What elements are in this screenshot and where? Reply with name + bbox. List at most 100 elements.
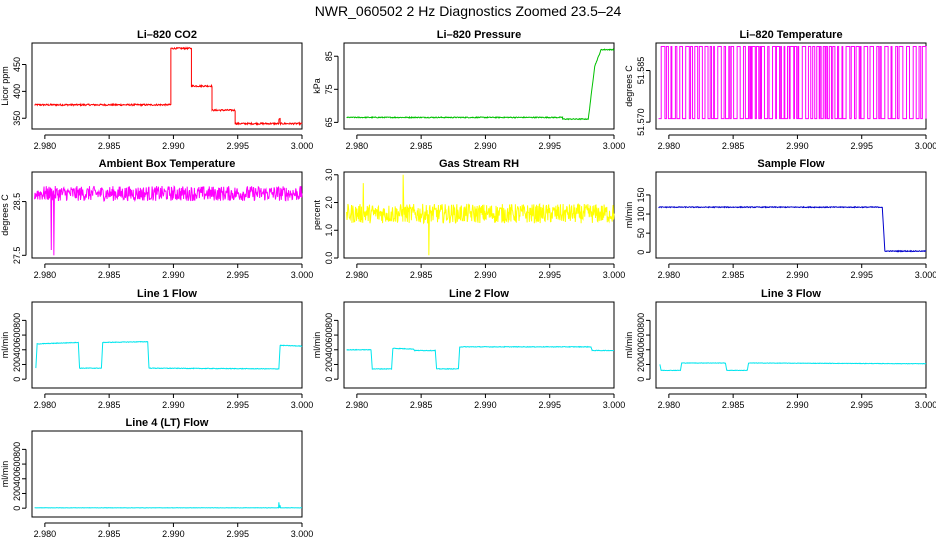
- x-tick-label: 2.980: [658, 400, 681, 410]
- plot-frame: [655, 171, 927, 259]
- x-tick-label: 2.985: [722, 270, 745, 280]
- y-tick-label: 85: [324, 51, 334, 61]
- panel-title: Ambient Box Temperature: [99, 158, 236, 170]
- y-axis-label: ml/min: [312, 332, 322, 359]
- x-tick-label: 3.000: [291, 400, 314, 410]
- x-tick-label: 2.980: [658, 270, 681, 280]
- y-tick-label: 27.5: [12, 247, 22, 265]
- x-tick-label: 2.985: [98, 400, 121, 410]
- y-axis-label: degrees C: [0, 194, 10, 236]
- x-tick-label: 2.990: [162, 141, 185, 151]
- series-line: [658, 205, 927, 253]
- series-line: [658, 45, 927, 120]
- panel-line-3-flow: Line 3 Flow 2.980 2.985 2.990 2.995 3.000 0 200…: [624, 288, 936, 410]
- x-tick-label: 2.985: [722, 400, 745, 410]
- x-tick-label: 3.000: [915, 270, 936, 280]
- y-axis-label: ml/min: [624, 202, 634, 229]
- series-line: [34, 185, 303, 256]
- plot-frame: [343, 301, 615, 389]
- series-line: [34, 46, 303, 127]
- y-tick-label: 0: [12, 377, 22, 382]
- panel-line-4-lt-flow: Line 4 (LT) Flow 2.980 2.985 2.990 2.995 3.00…: [0, 417, 313, 539]
- x-tick-label: 2.985: [722, 141, 745, 151]
- y-tick-label: 800: [324, 313, 334, 328]
- y-tick-label: 65: [324, 117, 334, 127]
- y-tick-label: 600: [12, 328, 22, 343]
- x-tick-label: 2.990: [162, 270, 185, 280]
- x-tick-label: 2.995: [850, 141, 873, 151]
- y-tick-label: 3.0: [324, 169, 334, 182]
- x-tick-label: 2.980: [34, 141, 57, 151]
- panel-li-820-temperature: Li–820 Temperature 2.980 2.985 2.990 2.995 3.…: [624, 29, 936, 151]
- x-tick-label: 2.990: [162, 400, 185, 410]
- panel-li-820-co2: Li–820 CO2 2.980 2.985 2.990 2.995 3.000 350 40…: [0, 29, 313, 151]
- series-line: [346, 174, 615, 256]
- x-tick-label: 2.980: [346, 400, 369, 410]
- x-tick-label: 2.990: [474, 270, 497, 280]
- y-tick-label: 800: [12, 313, 22, 328]
- y-tick-label: 50: [636, 228, 646, 238]
- x-tick-label: 2.985: [98, 270, 121, 280]
- plot-frame: [31, 430, 303, 518]
- x-tick-label: 3.000: [603, 400, 626, 410]
- y-tick-label: 400: [12, 342, 22, 357]
- x-tick-label: 3.000: [915, 141, 936, 151]
- y-tick-label: 600: [636, 328, 646, 343]
- panel-title: Sample Flow: [757, 158, 825, 170]
- x-tick-label: 2.980: [346, 141, 369, 151]
- y-axis-label: percent: [312, 199, 322, 230]
- x-tick-label: 2.990: [474, 400, 497, 410]
- plot-frame: [343, 42, 615, 130]
- y-tick-label: 600: [324, 328, 334, 343]
- x-tick-label: 2.985: [98, 141, 121, 151]
- x-tick-label: 3.000: [291, 270, 314, 280]
- x-tick-label: 2.990: [474, 141, 497, 151]
- y-tick-label: 100: [636, 207, 646, 222]
- x-tick-label: 2.995: [538, 400, 561, 410]
- panel-title: Li–820 CO2: [137, 29, 197, 41]
- x-tick-label: 2.980: [346, 270, 369, 280]
- y-tick-label: 0: [636, 250, 646, 255]
- plot-frame: [655, 301, 927, 389]
- y-tick-label: 450: [12, 57, 22, 72]
- series-line: [659, 362, 927, 372]
- y-tick-label: 28.5: [12, 193, 22, 211]
- y-tick-label: 400: [12, 84, 22, 99]
- y-tick-label: 75: [324, 84, 334, 94]
- panel-title: Li–820 Pressure: [437, 29, 521, 41]
- y-tick-label: 0.0: [324, 252, 334, 265]
- plot-frame: [31, 301, 303, 389]
- x-tick-label: 2.995: [226, 141, 249, 151]
- panel-gas-stream-rh: Gas Stream RH 2.980 2.985 2.990 2.995 3.000 0.…: [312, 158, 625, 280]
- x-tick-label: 3.000: [915, 400, 936, 410]
- panel-title: Line 3 Flow: [761, 288, 821, 300]
- y-tick-label: 51.585: [636, 57, 646, 85]
- y-tick-label: 0: [12, 506, 22, 511]
- panel-li-820-pressure: Li–820 Pressure 2.980 2.985 2.990 2.995 3.000…: [312, 29, 625, 151]
- panel-ambient-box-temperature: Ambient Box Temperature 2.980 2.985 2.990 2.…: [0, 158, 313, 280]
- y-tick-label: 400: [12, 471, 22, 486]
- x-tick-label: 2.995: [850, 270, 873, 280]
- plot-frame: [31, 171, 303, 259]
- panel-line-1-flow: Line 1 Flow 2.980 2.985 2.990 2.995 3.000 0 200…: [0, 288, 313, 410]
- x-tick-label: 2.980: [34, 270, 57, 280]
- y-tick-label: 200: [324, 357, 334, 372]
- y-tick-label: 800: [636, 313, 646, 328]
- x-tick-label: 3.000: [603, 141, 626, 151]
- x-tick-label: 2.990: [786, 270, 809, 280]
- x-tick-label: 2.990: [162, 529, 185, 539]
- y-tick-label: 400: [324, 342, 334, 357]
- x-tick-label: 2.985: [410, 141, 433, 151]
- x-tick-label: 3.000: [603, 270, 626, 280]
- panel-title: Li–820 Temperature: [739, 29, 842, 41]
- x-tick-label: 3.000: [291, 141, 314, 151]
- x-tick-label: 2.985: [410, 400, 433, 410]
- x-tick-label: 2.980: [34, 400, 57, 410]
- x-tick-label: 2.995: [538, 141, 561, 151]
- y-tick-label: 200: [636, 357, 646, 372]
- y-axis-label: Licor ppm: [0, 66, 10, 106]
- x-tick-label: 2.985: [98, 529, 121, 539]
- x-tick-label: 2.990: [786, 400, 809, 410]
- y-axis-label: kPa: [312, 78, 322, 94]
